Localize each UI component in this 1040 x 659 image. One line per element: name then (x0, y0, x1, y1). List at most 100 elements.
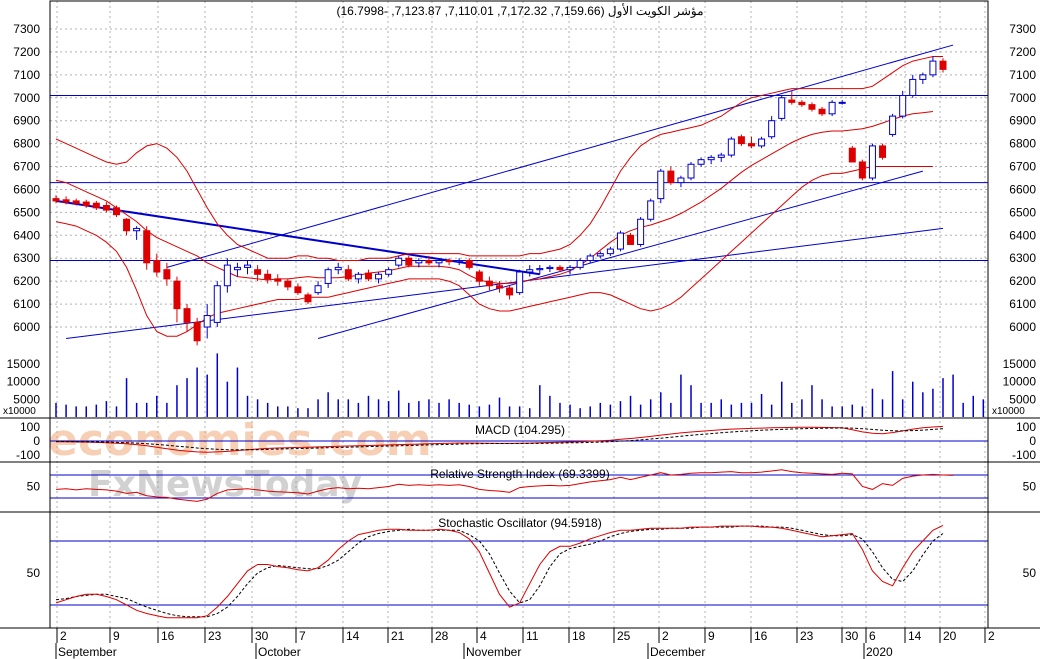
candle-down (344, 269, 352, 280)
candle-down (879, 145, 887, 158)
bollinger-upper (55, 56, 943, 261)
candle-down (112, 207, 120, 216)
x-tick-label: 21 (391, 629, 405, 643)
stoch-title: Stochastic Oscillator (94.5918) (438, 516, 601, 530)
candle-down (627, 234, 635, 245)
rsi-axis-label-left: 50 (27, 480, 41, 494)
x-tick-label: 16 (161, 629, 175, 643)
bollinger-mid (55, 111, 933, 284)
candle-up (707, 156, 715, 161)
price-axis-label-left: 6600 (13, 182, 40, 196)
candle-up (233, 266, 241, 271)
candle-up (768, 120, 776, 138)
candle-down (485, 280, 493, 287)
chart-title: مؤشر الكويت الأول (7,159.66, 7,172.32, 7… (337, 3, 704, 18)
price-axis-label-left: 6200 (13, 274, 40, 288)
price-axis-label-left: 6700 (13, 160, 40, 174)
candle-down (737, 136, 745, 145)
candle-down (848, 147, 856, 163)
candle-down (405, 257, 413, 266)
candle-down (264, 273, 272, 280)
grid-layer (50, 1, 988, 628)
candle-down (475, 271, 483, 282)
x-tick-label: 11 (526, 629, 539, 643)
price-axis-label-right: 6200 (1009, 274, 1036, 288)
candle-up (526, 269, 534, 273)
candle-down (274, 278, 282, 282)
macd-axis-label-right: 0 (1029, 434, 1036, 448)
stoch-k-line (55, 524, 944, 619)
watermark: economies.com FxNewsToday (48, 415, 432, 505)
candle-up (385, 269, 393, 275)
price-axis-label-right: 6900 (1009, 114, 1036, 128)
price-axis-label-left: 7200 (13, 45, 40, 59)
watermark-fxnewstoday: FxNewsToday (88, 464, 362, 505)
candle-up (616, 232, 624, 250)
candle-up (546, 266, 554, 270)
candle-up (566, 266, 574, 271)
month-label: December (650, 645, 705, 659)
price-axis-label-right: 6500 (1009, 205, 1036, 219)
candle-up (838, 101, 846, 104)
x-tick-label: 28 (435, 629, 449, 643)
candle-up (516, 271, 524, 294)
price-axis-label-right: 6700 (1009, 160, 1036, 174)
candle-up (213, 285, 221, 323)
candle-up (828, 101, 836, 115)
price-axis-label-left: 6800 (13, 137, 40, 151)
candle-down (788, 99, 796, 103)
price-axis-label-right: 7300 (1009, 22, 1036, 36)
candle-up (778, 97, 786, 119)
candle-up (415, 260, 423, 264)
price-axis-label-left: 6300 (13, 251, 40, 265)
candle-down (465, 260, 473, 268)
x-tick-label: 14 (908, 629, 922, 643)
candle-up (889, 115, 897, 135)
x-tick-label: 30 (845, 629, 859, 643)
macd-axis-label-right: 100 (1016, 420, 1036, 434)
volume-axis-label-left: 10000 (7, 375, 41, 389)
candle-down (284, 280, 292, 288)
candle-up (919, 74, 927, 80)
price-axis-label-right: 7100 (1009, 68, 1036, 82)
volume-axis-label-left: 15000 (7, 357, 41, 371)
stoch-axis-label-left: 50 (27, 566, 41, 580)
volume-axis-label-left: 5000 (13, 392, 40, 406)
candle-up (133, 227, 141, 232)
month-label: November (466, 645, 521, 659)
rsi-line (55, 469, 954, 502)
candle-up (909, 78, 917, 96)
price-axis-label-left: 6000 (13, 320, 40, 334)
candle-down (183, 308, 191, 323)
candle-down (143, 230, 151, 264)
price-axis-label-left: 6900 (13, 114, 40, 128)
candle-down (506, 287, 514, 296)
x-tick-label: 9 (708, 629, 715, 643)
candle-up (758, 138, 766, 147)
x-tick-label: 23 (208, 629, 222, 643)
price-axis-label-left: 7000 (13, 91, 40, 105)
volume-axis-label-right: 15000 (1003, 357, 1037, 371)
candle-down (747, 143, 755, 147)
candle-up (929, 60, 937, 76)
candle-down (425, 260, 433, 264)
macd-axis-label-left: 0 (33, 434, 40, 448)
candle-down (254, 269, 262, 275)
candle-down (72, 200, 80, 204)
candle-down (173, 280, 181, 310)
candle-up (314, 285, 322, 294)
candle-down (193, 321, 201, 342)
candle-up (606, 248, 614, 255)
x-tick-label: 6 (869, 629, 876, 643)
x-tick-label: 23 (800, 629, 814, 643)
stoch-axis-label-right: 50 (1023, 566, 1037, 580)
x-tick-label: 2 (60, 629, 67, 643)
x-tick-label: 9 (113, 629, 120, 643)
price-axis-label-left: 7300 (13, 22, 40, 36)
candle-up (536, 268, 544, 271)
price-axis-label-right: 6000 (1009, 320, 1036, 334)
candle-down (798, 101, 806, 106)
candle-up (334, 266, 342, 271)
candle-up (596, 253, 604, 257)
